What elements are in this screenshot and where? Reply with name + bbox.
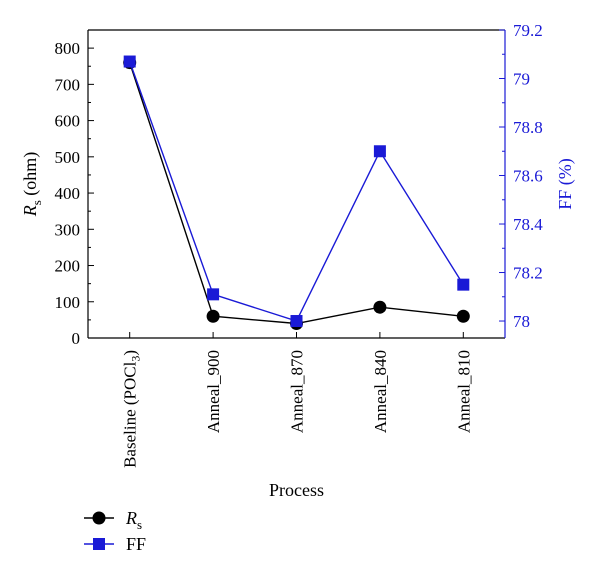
x-tick-label: Anneal_900	[204, 350, 223, 433]
y-tick-label-left: 600	[55, 112, 81, 131]
y-tick-label-left: 200	[55, 257, 81, 276]
x-tick-label: Baseline (POCl3)	[121, 350, 143, 468]
legend-label-ff: FF	[126, 534, 146, 554]
y-tick-label-left: 300	[55, 220, 81, 239]
x-tick-label: Anneal_810	[454, 350, 473, 433]
y-tick-label-right: 79	[513, 70, 530, 89]
y-tick-label-left: 400	[55, 184, 81, 203]
y-tick-label-left: 0	[72, 329, 81, 348]
x-tick-label: Anneal_870	[288, 350, 307, 433]
y-axis-title-right: FF (%)	[555, 158, 576, 210]
point-rs	[456, 309, 470, 323]
y-tick-label-right: 79.2	[513, 21, 543, 40]
point-ff	[207, 288, 220, 301]
y-tick-label-right: 78.2	[513, 264, 543, 283]
y-tick-label-left: 500	[55, 148, 81, 167]
x-axis-title: Process	[269, 480, 324, 500]
point-ff	[290, 315, 303, 328]
y-tick-label-left: 700	[55, 75, 81, 94]
y-tick-label-right: 78.8	[513, 118, 543, 137]
x-tick-label: Anneal_840	[371, 350, 390, 433]
series-line-ff	[129, 61, 464, 322]
y-tick-label-left: 800	[55, 39, 81, 58]
y-tick-label-right: 78	[513, 312, 530, 331]
series-line-rs	[129, 62, 464, 325]
y-axis-title-left: Rs (ohm)	[20, 152, 44, 218]
point-rs	[373, 300, 387, 314]
y-tick-label-right: 78.4	[513, 215, 543, 234]
point-ff	[457, 278, 470, 291]
legend-marker-rs	[92, 511, 106, 525]
point-ff	[373, 145, 386, 158]
point-ff	[123, 55, 136, 68]
legend-marker-ff	[93, 538, 105, 550]
point-rs	[206, 309, 220, 323]
y-tick-label-right: 78.6	[513, 167, 543, 186]
y-tick-label-left: 100	[55, 293, 81, 312]
legend-label-rs: Rs	[125, 508, 142, 532]
